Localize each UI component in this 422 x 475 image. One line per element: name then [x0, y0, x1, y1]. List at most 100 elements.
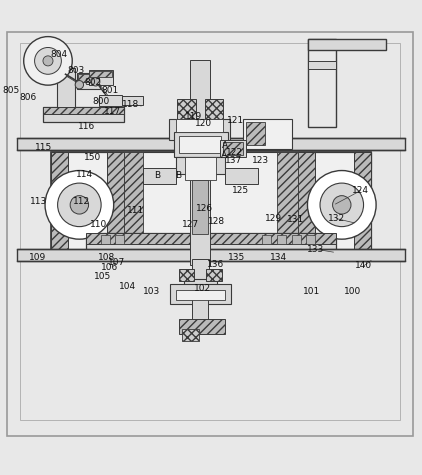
Text: 116: 116 [78, 122, 95, 131]
Bar [176, 290, 225, 300]
Bar [177, 99, 196, 120]
Bar [143, 169, 176, 184]
Text: B: B [154, 171, 160, 180]
Bar [205, 99, 223, 120]
Text: 137: 137 [225, 156, 242, 164]
Bar [192, 299, 208, 323]
Bar [51, 152, 371, 169]
Bar [192, 259, 209, 286]
Text: 132: 132 [328, 214, 345, 223]
Text: 111: 111 [127, 206, 144, 215]
Bar [170, 285, 231, 304]
Bar [190, 60, 210, 265]
Text: 101: 101 [303, 286, 320, 295]
Bar [17, 249, 405, 261]
Text: 123: 123 [252, 156, 269, 164]
Circle shape [70, 196, 89, 214]
Bar [89, 70, 113, 85]
Circle shape [333, 196, 351, 214]
Bar [262, 236, 271, 244]
Bar [179, 319, 225, 334]
Bar [51, 152, 371, 258]
Bar [108, 152, 124, 258]
Bar [192, 180, 208, 234]
Text: 805: 805 [3, 86, 20, 95]
Text: 117: 117 [104, 106, 121, 115]
Text: 150: 150 [84, 153, 101, 162]
Text: 122: 122 [226, 149, 243, 157]
Circle shape [45, 171, 114, 239]
Bar [308, 38, 386, 50]
Text: 102: 102 [194, 284, 211, 293]
Text: 103: 103 [143, 287, 160, 296]
Bar [17, 138, 405, 150]
Circle shape [43, 56, 53, 66]
Text: 135: 135 [228, 253, 245, 262]
Bar [206, 269, 222, 282]
Text: 128: 128 [208, 217, 225, 226]
Text: 134: 134 [270, 253, 287, 262]
Bar [124, 152, 298, 258]
Bar [176, 120, 222, 132]
Bar [277, 152, 298, 258]
Text: 131: 131 [287, 216, 304, 224]
Bar [220, 141, 246, 157]
Bar [298, 152, 314, 258]
Text: 107: 107 [108, 258, 125, 267]
Text: 803: 803 [68, 66, 85, 75]
Text: 806: 806 [19, 93, 37, 102]
Text: 115: 115 [35, 143, 52, 152]
Bar [43, 107, 124, 114]
Bar [292, 236, 301, 244]
Circle shape [92, 77, 100, 86]
Text: 114: 114 [76, 170, 93, 179]
Bar [222, 142, 243, 155]
Text: 119: 119 [184, 112, 202, 121]
Bar [51, 152, 68, 258]
Text: 140: 140 [355, 261, 372, 270]
Text: 129: 129 [265, 214, 283, 223]
Text: 804: 804 [51, 50, 68, 59]
Bar [173, 132, 228, 157]
Bar [124, 152, 143, 258]
Bar [179, 136, 221, 153]
Bar [115, 236, 124, 244]
Circle shape [75, 81, 84, 89]
Bar [277, 236, 286, 244]
Bar [185, 157, 216, 180]
Bar [169, 120, 230, 140]
Bar [77, 74, 100, 89]
Bar [179, 269, 195, 282]
Bar [43, 107, 124, 122]
Circle shape [35, 48, 61, 74]
Circle shape [308, 171, 376, 239]
Text: 133: 133 [307, 245, 325, 254]
Text: 136: 136 [207, 260, 224, 269]
Text: 106: 106 [101, 263, 118, 272]
Bar [87, 233, 335, 244]
Text: 108: 108 [98, 253, 115, 262]
Text: 104: 104 [119, 282, 136, 291]
Text: B: B [175, 171, 181, 180]
Bar [78, 74, 100, 82]
Text: 105: 105 [94, 272, 111, 281]
Text: 118: 118 [122, 100, 139, 109]
Bar [99, 95, 122, 105]
Bar [225, 169, 258, 184]
Text: 126: 126 [196, 204, 213, 213]
Text: 110: 110 [89, 219, 107, 228]
Bar [246, 122, 265, 145]
Bar [51, 152, 124, 258]
Bar [122, 96, 143, 105]
Bar [354, 152, 371, 258]
Bar [184, 279, 217, 292]
Circle shape [24, 37, 72, 85]
Circle shape [58, 183, 101, 227]
Text: 112: 112 [73, 198, 90, 207]
Bar [87, 233, 335, 258]
Bar [57, 68, 75, 110]
Bar [306, 236, 315, 244]
Text: 121: 121 [227, 116, 243, 125]
Bar [89, 71, 112, 77]
Bar [182, 329, 199, 342]
